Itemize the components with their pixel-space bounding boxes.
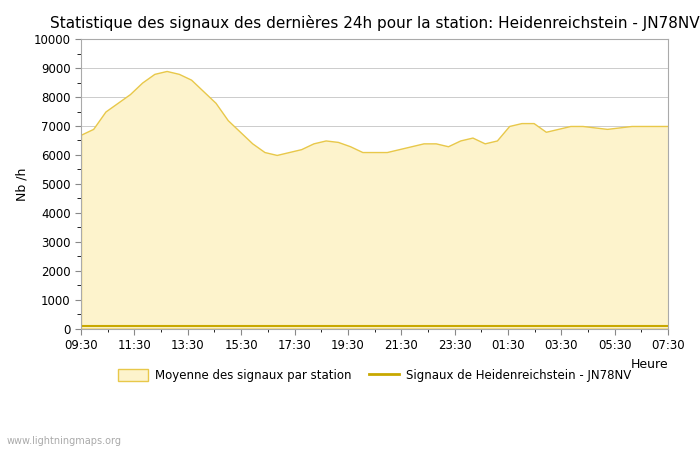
Y-axis label: Nb /h: Nb /h <box>15 167 28 201</box>
Legend: Moyenne des signaux par station, Signaux de Heidenreichstein - JN78NV: Moyenne des signaux par station, Signaux… <box>113 364 636 387</box>
Title: Statistique des signaux des dernières 24h pour la station: Heidenreichstein - JN: Statistique des signaux des dernières 24… <box>50 15 699 31</box>
Text: www.lightningmaps.org: www.lightningmaps.org <box>7 436 122 446</box>
X-axis label: Heure: Heure <box>631 358 668 371</box>
